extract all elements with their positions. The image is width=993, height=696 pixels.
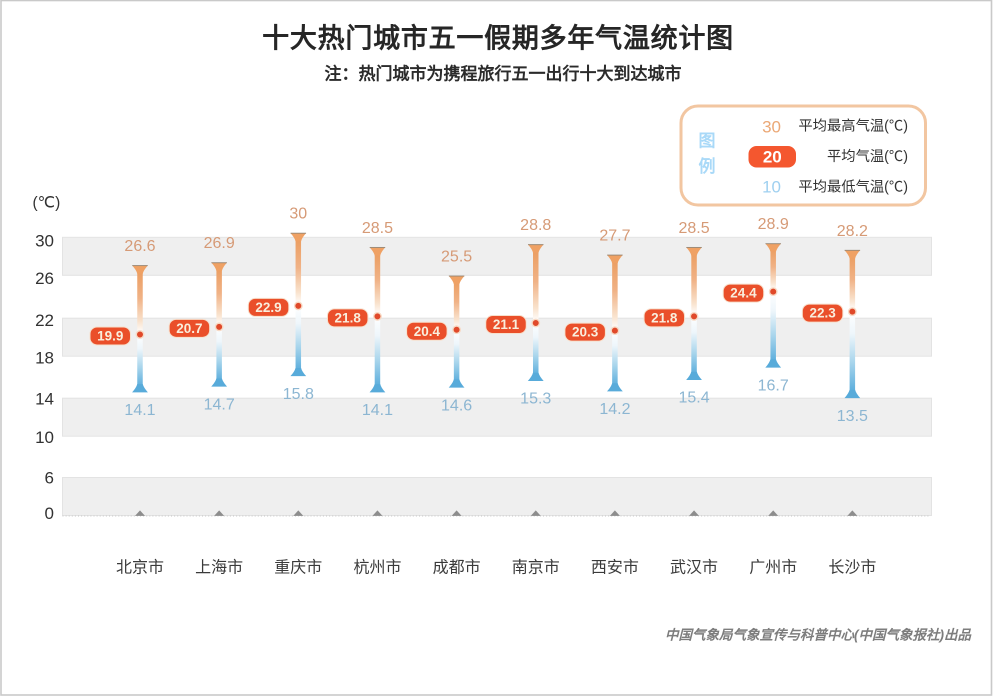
svg-text:14.7: 14.7 — [204, 396, 235, 413]
svg-text:15.4: 15.4 — [678, 390, 709, 407]
svg-text:广州市: 广州市 — [749, 559, 797, 577]
svg-text:22.9: 22.9 — [255, 300, 281, 315]
svg-text:6: 6 — [45, 469, 54, 488]
svg-text:注：热门城市为携程旅行五一出行十大到达城市: 注：热门城市为携程旅行五一出行十大到达城市 — [325, 63, 682, 83]
svg-text:24.4: 24.4 — [730, 286, 757, 301]
svg-text:26.9: 26.9 — [204, 235, 235, 252]
svg-text:21.8: 21.8 — [651, 310, 678, 325]
svg-text:长沙市: 长沙市 — [828, 559, 876, 577]
svg-text:10: 10 — [762, 177, 781, 196]
svg-text:0: 0 — [45, 504, 54, 523]
svg-text:21.1: 21.1 — [493, 317, 520, 332]
svg-text:平均气温(℃): 平均气温(℃) — [827, 148, 908, 165]
svg-text:西安市: 西安市 — [591, 559, 639, 577]
svg-text:28.5: 28.5 — [362, 220, 393, 237]
svg-text:(℃): (℃) — [33, 195, 61, 212]
svg-text:13.5: 13.5 — [837, 408, 868, 425]
svg-text:30: 30 — [289, 206, 307, 223]
svg-text:14: 14 — [35, 390, 54, 409]
svg-text:16.7: 16.7 — [758, 377, 789, 394]
svg-text:21.8: 21.8 — [335, 310, 362, 325]
svg-text:14.1: 14.1 — [362, 402, 393, 419]
svg-text:14.6: 14.6 — [441, 397, 472, 414]
svg-text:28.5: 28.5 — [678, 220, 709, 237]
svg-text:28.2: 28.2 — [837, 223, 868, 240]
svg-text:20: 20 — [763, 147, 782, 166]
svg-text:平均最低气温(℃): 平均最低气温(℃) — [798, 178, 908, 195]
svg-text:重庆市: 重庆市 — [274, 559, 322, 577]
svg-text:15.8: 15.8 — [283, 386, 314, 403]
svg-text:26: 26 — [35, 269, 54, 288]
svg-text:武汉市: 武汉市 — [670, 559, 718, 577]
svg-text:20.4: 20.4 — [414, 324, 441, 339]
svg-text:15.3: 15.3 — [520, 391, 551, 408]
svg-text:22.3: 22.3 — [809, 306, 836, 321]
svg-text:28.8: 28.8 — [520, 217, 551, 234]
svg-text:22: 22 — [35, 311, 54, 330]
svg-text:10: 10 — [35, 428, 54, 447]
svg-text:18: 18 — [35, 348, 54, 367]
svg-text:25.5: 25.5 — [441, 249, 472, 266]
svg-text:20.3: 20.3 — [572, 325, 599, 340]
svg-text:19.9: 19.9 — [97, 329, 123, 344]
svg-text:平均最高气温(℃): 平均最高气温(℃) — [798, 117, 908, 134]
svg-text:例: 例 — [699, 156, 716, 176]
svg-text:26.6: 26.6 — [124, 238, 155, 255]
svg-text:14.2: 14.2 — [599, 401, 630, 418]
svg-text:14.1: 14.1 — [124, 402, 155, 419]
svg-text:27.7: 27.7 — [599, 228, 630, 245]
svg-text:杭州市: 杭州市 — [353, 559, 401, 577]
svg-text:30: 30 — [762, 117, 781, 136]
svg-text:成都市: 成都市 — [433, 559, 481, 577]
svg-text:十大热门城市五一假期多年气温统计图: 十大热门城市五一假期多年气温统计图 — [262, 23, 734, 54]
svg-text:30: 30 — [35, 232, 54, 251]
svg-text:南京市: 南京市 — [512, 559, 560, 577]
svg-text:28.9: 28.9 — [758, 216, 789, 233]
svg-text:北京市: 北京市 — [116, 559, 164, 577]
svg-text:上海市: 上海市 — [195, 559, 243, 577]
svg-text:图: 图 — [699, 131, 716, 150]
svg-text:20.7: 20.7 — [176, 321, 202, 336]
svg-text:中国气象局气象宣传与科普中心(中国气象报社)出品: 中国气象局气象宣传与科普中心(中国气象报社)出品 — [665, 627, 972, 642]
